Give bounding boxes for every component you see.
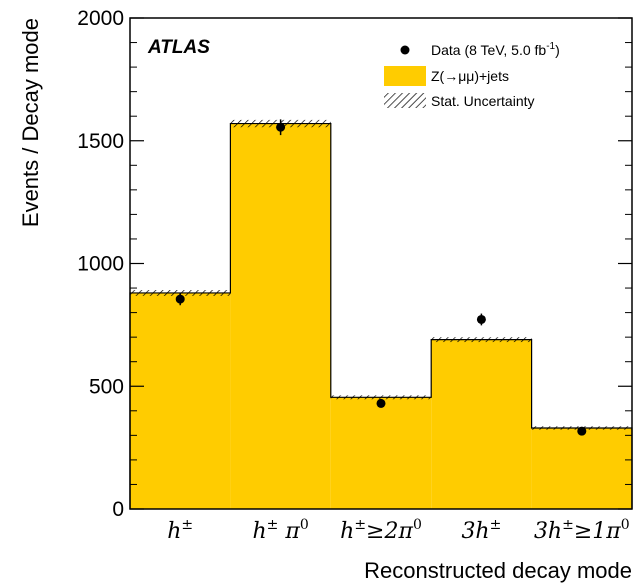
legend-mc-label: Z(→μμ)+jets [431,68,509,84]
histogram-outline [129,122,633,509]
experiment-label: ATLAS [147,37,210,58]
plot-area [129,119,633,509]
y-axis-title: Events / Decay mode [18,18,43,227]
legend: Data (8 TeV, 5.0 fb-1) Z(→μμ)+jets Stat.… [384,41,560,109]
y-tick-label: 2000 [77,7,124,30]
histogram-bar [531,427,632,509]
histogram-bar [431,339,532,509]
x-tick-label: h± π0 [252,517,308,544]
data-point [476,314,486,324]
y-tick-label: 1500 [77,130,124,153]
y-tick-label: 1000 [77,253,124,276]
histogram-bar [330,397,432,509]
data-point [276,122,286,132]
legend-mc-swatch [384,66,426,86]
x-axis-title: Reconstructed decay mode [364,558,632,583]
x-tick-label: h±≥2π0 [340,517,422,544]
histogram-bar [130,292,231,509]
y-tick-label: 500 [89,375,124,398]
data-point [175,294,185,304]
y-tick-label: 0 [112,498,124,521]
legend-unc-swatch [384,93,426,108]
data-point [376,398,386,408]
data-point [577,426,587,436]
axes: 0 500 1000 1500 2000 h± h± π0 h±≥2π0 3h± 3h±≥1π0 [77,7,632,544]
legend-data-marker [400,45,410,55]
x-tick-label: 3h±≥1π0 [534,517,630,544]
legend-unc-label: Stat. Uncertainty [431,93,535,109]
histogram-bar [230,123,331,509]
legend-data-label: Data (8 TeV, 5.0 fb-1) [431,41,560,58]
x-tick-label: 3h± [461,517,501,544]
x-tick-label: h± [167,517,193,544]
